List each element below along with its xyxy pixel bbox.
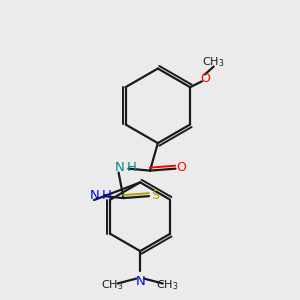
Text: CH$_3$: CH$_3$ — [202, 55, 225, 69]
Text: H: H — [102, 189, 112, 202]
Text: O: O — [200, 72, 210, 85]
Text: N: N — [115, 161, 124, 174]
Text: O: O — [176, 161, 186, 174]
Text: CH$_3$: CH$_3$ — [101, 278, 124, 292]
Text: N: N — [135, 274, 145, 288]
Text: H: H — [126, 161, 136, 174]
Text: S: S — [151, 189, 159, 202]
Text: CH$_3$: CH$_3$ — [156, 278, 179, 292]
Text: N: N — [90, 189, 100, 202]
